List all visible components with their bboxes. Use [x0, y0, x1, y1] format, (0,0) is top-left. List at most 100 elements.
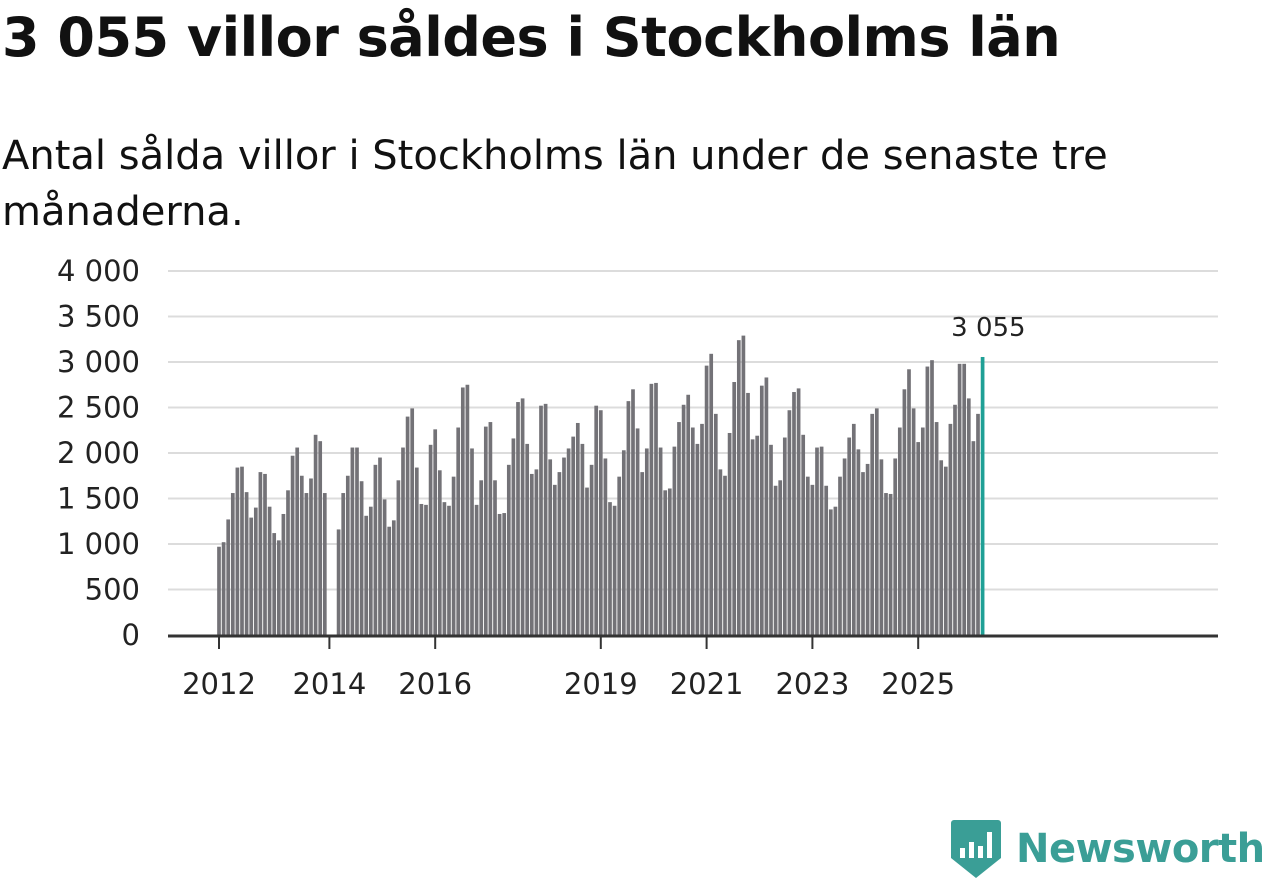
bar: [755, 435, 760, 635]
bar: [483, 426, 488, 635]
bar: [249, 517, 254, 635]
bar: [704, 365, 709, 635]
bar: [920, 427, 925, 635]
bar: [778, 480, 783, 635]
bar: [295, 447, 300, 635]
bar: [870, 413, 875, 635]
bar: [911, 408, 916, 635]
bar: [851, 423, 856, 635]
bar: [700, 423, 704, 635]
bar: [410, 408, 415, 635]
bar: [341, 493, 346, 635]
bar: [608, 502, 612, 635]
bar: [488, 422, 493, 635]
bar: [847, 437, 852, 635]
bar: [939, 460, 944, 635]
bar: [962, 363, 967, 635]
bar: [396, 480, 401, 635]
bar: [810, 484, 815, 635]
bar: [516, 402, 520, 635]
bar: [621, 450, 626, 635]
newsworthy-logo: Newsworthy: [950, 818, 1262, 880]
x-tick-label: 2025: [881, 667, 955, 701]
newsworthy-logo-text: Newsworthy: [1016, 826, 1262, 872]
bar: [672, 446, 677, 635]
bar: [930, 360, 934, 635]
chart-subtitle: Antal sålda villor i Stockholms län unde…: [2, 133, 1108, 235]
bar: [649, 383, 654, 635]
bar: [318, 441, 323, 635]
bar: [824, 485, 829, 635]
bar: [548, 459, 553, 635]
bar: [902, 389, 907, 635]
bar: [626, 401, 631, 635]
bar: [787, 410, 792, 635]
x-tick-label: 2021: [670, 667, 744, 701]
bar: [493, 480, 497, 635]
bar: [805, 476, 810, 635]
bar: [948, 423, 953, 635]
newsworthy-logo-icon: [951, 820, 1001, 878]
bar: [815, 447, 819, 635]
bar: [562, 457, 566, 635]
bar: [217, 546, 221, 635]
bar: [598, 410, 603, 635]
bar: [764, 377, 769, 635]
bar: [631, 389, 635, 635]
bar: [713, 413, 718, 635]
y-tick-label: 1 500: [57, 482, 140, 516]
bar: [617, 476, 622, 635]
bar: [221, 542, 226, 635]
bar: [479, 480, 484, 635]
bar: [856, 449, 861, 635]
highlight-value-label: 3 055: [951, 313, 1025, 343]
x-axis: 2012 2014 2016 2019 2021 2023 2025: [168, 634, 1218, 701]
bar: [603, 458, 608, 635]
bar: [447, 505, 451, 635]
y-tick-label: 4 000: [57, 254, 140, 288]
bar: [437, 470, 442, 635]
bar: [557, 472, 562, 635]
bar: [916, 442, 921, 635]
bar: [428, 444, 433, 635]
bar: [907, 369, 911, 635]
bar: [272, 533, 277, 635]
bar: [677, 422, 681, 635]
bar: [925, 366, 930, 635]
bar: [258, 472, 263, 635]
bar: [460, 387, 465, 635]
bar: [539, 405, 543, 635]
bar: [644, 448, 649, 635]
bar: [290, 455, 295, 635]
bar: [934, 422, 939, 635]
bar: [695, 443, 700, 635]
bar: [465, 384, 470, 635]
bar: [594, 405, 599, 635]
bar: [842, 458, 847, 635]
y-tick-label: 3 500: [57, 300, 140, 334]
bar: [769, 444, 773, 635]
bar: [276, 540, 281, 635]
x-tick-label: 2023: [775, 667, 849, 701]
bar: [796, 388, 801, 635]
bar: [571, 436, 576, 635]
bar: [732, 382, 737, 635]
bar: [442, 502, 447, 635]
bar: [773, 485, 778, 635]
bar: [792, 392, 796, 635]
bar: [391, 520, 396, 635]
y-tick-label: 1 000: [57, 527, 140, 561]
bar: [263, 473, 267, 635]
bar: [575, 422, 580, 635]
bar: [529, 473, 534, 635]
bar: [304, 493, 309, 635]
bar: [893, 458, 898, 635]
bar: [502, 513, 507, 635]
bar: [336, 529, 341, 635]
bar: [640, 472, 645, 635]
value-labels: 3 055: [951, 313, 1025, 343]
bar: [368, 506, 373, 635]
bar: [543, 403, 548, 635]
bar: [520, 398, 525, 635]
bar: [953, 404, 957, 635]
